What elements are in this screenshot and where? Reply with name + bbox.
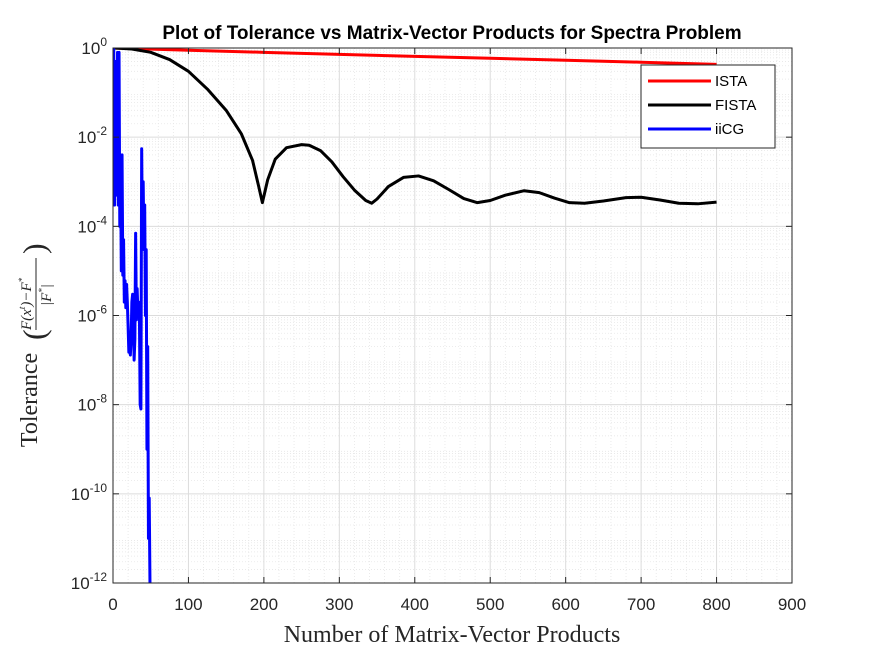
formula-denominator: |F*| (37, 284, 55, 306)
series-line-iicg (113, 48, 152, 583)
x-tick-label: 500 (476, 595, 504, 614)
legend: ISTA FISTA iiCG (640, 64, 776, 149)
y-tick-label-base: 10 (81, 39, 100, 58)
formula-den-star: * (37, 288, 47, 293)
y-tick-label: 10-2 (77, 124, 107, 147)
y-tick-label-exponent: 0 (100, 35, 107, 49)
y-tick-label-exponent: -2 (96, 124, 107, 138)
y-tick-label: 10-10 (71, 481, 108, 504)
x-tick-label: 400 (401, 595, 429, 614)
y-tick-label: 10-4 (77, 213, 107, 236)
x-tick-label: 200 (250, 595, 278, 614)
formula-num-x: (x (19, 309, 35, 321)
legend-label-iicg: iiCG (715, 121, 744, 138)
y-tick-label-base: 10 (77, 307, 96, 326)
y-tick-label: 100 (81, 35, 107, 58)
y-tick-label-exponent: -6 (96, 303, 107, 317)
y-tick-label-base: 10 (71, 574, 90, 593)
y-tick-label-base: 10 (77, 128, 96, 147)
legend-label-ista: ISTA (715, 73, 747, 90)
formula-numerator: F(xt)−F* (17, 277, 35, 331)
y-tick-label-exponent: -10 (90, 481, 108, 495)
y-tick-label-exponent: -8 (96, 392, 107, 406)
y-tick-label-base: 10 (71, 485, 90, 504)
x-tick-labels: 0 100 200 300 400 500 600 700 800 900 (108, 595, 806, 614)
legend-label-fista: FISTA (715, 97, 756, 114)
x-tick-label: 300 (325, 595, 353, 614)
x-tick-label: 0 (108, 595, 117, 614)
y-tick-label: 10-6 (77, 303, 107, 326)
y-axis-label-text: Tolerance (17, 353, 43, 447)
formula-num-close-minus: )−F (19, 282, 35, 308)
y-tick-label: 10-12 (71, 570, 108, 593)
formula-left-paren: ( (16, 329, 52, 340)
axis-ticks (112, 47, 793, 584)
formula-num-t: t (17, 306, 27, 309)
y-axis-label: Tolerance ( F(xt)−F* |F*| ) (16, 243, 55, 447)
formula-num-F: F (19, 320, 35, 331)
formula-num-star: * (17, 277, 27, 282)
y-tick-label-exponent: -12 (90, 570, 108, 584)
x-tick-label: 800 (702, 595, 730, 614)
y-tick-label-base: 10 (77, 396, 96, 415)
series-line-fista (113, 48, 717, 206)
formula-right-paren: ) (16, 243, 52, 254)
x-axis-label: Number of Matrix-Vector Products (284, 622, 621, 648)
y-tick-label: 10-8 (77, 392, 107, 415)
y-tick-label-base: 10 (77, 217, 96, 236)
chart-title: Plot of Tolerance vs Matrix-Vector Produ… (162, 23, 741, 44)
x-tick-label: 900 (778, 595, 806, 614)
formula-den-bar: | (39, 284, 55, 288)
x-tick-label: 700 (627, 595, 655, 614)
series-layer (113, 48, 717, 583)
formula-den-F: |F (39, 292, 55, 306)
y-axis-label-formula: ( F(xt)−F* |F*| ) (16, 243, 55, 340)
x-tick-label: 100 (174, 595, 202, 614)
series-line-ista (113, 48, 717, 66)
x-tick-label: 600 (551, 595, 579, 614)
y-tick-label-exponent: -4 (96, 213, 107, 227)
